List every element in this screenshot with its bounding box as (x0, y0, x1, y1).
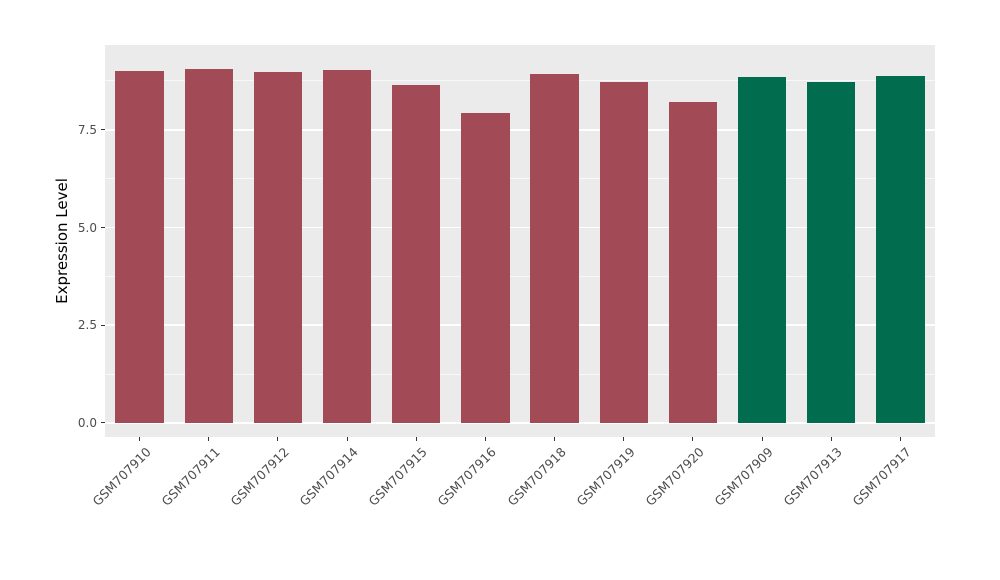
y-tick-mark (101, 422, 105, 424)
x-tick-mark (761, 437, 763, 441)
x-tick-mark (415, 437, 417, 441)
x-tick-label-GSM707914: GSM707914 (296, 444, 361, 509)
x-tick-label-GSM707909: GSM707909 (711, 444, 776, 509)
x-tick-label-GSM707917: GSM707917 (849, 444, 915, 509)
x-tick-mark (830, 437, 832, 441)
gridline-minor (105, 373, 935, 375)
gridline-major (105, 324, 935, 327)
bar-GSM707916 (461, 113, 510, 423)
x-tick-mark (277, 437, 279, 441)
gridline-major (105, 422, 935, 424)
bar-GSM707920 (668, 102, 718, 423)
gridline-minor (105, 80, 935, 82)
gridline-major (105, 226, 935, 229)
y-tick-label: 7.5 (77, 122, 97, 137)
bar-GSM707919 (599, 82, 648, 423)
x-tick-label-GSM707920: GSM707920 (642, 444, 707, 509)
y-tick-mark (101, 129, 105, 131)
x-tick-mark (346, 437, 348, 441)
bar-GSM707912 (253, 72, 303, 423)
bar-GSM707909 (737, 77, 787, 423)
x-tick-mark (623, 437, 625, 441)
y-tick-label: 2.5 (77, 318, 97, 333)
x-tick-label-GSM707911: GSM707911 (158, 444, 223, 509)
y-tick-mark (101, 324, 105, 326)
plot-panel (105, 45, 935, 437)
y-tick-mark (101, 227, 105, 229)
x-tick-label-GSM707910: GSM707910 (89, 444, 154, 509)
bar-GSM707914 (322, 69, 372, 423)
x-tick-label-GSM707918: GSM707918 (504, 444, 569, 509)
bar-GSM707910 (115, 71, 164, 423)
x-tick-label-GSM707913: GSM707913 (780, 444, 846, 509)
x-tick-label-GSM707915: GSM707915 (365, 444, 431, 509)
gridline-minor (105, 178, 935, 180)
bar-GSM707917 (876, 75, 925, 423)
y-tick-label: 0.0 (77, 415, 97, 430)
x-tick-mark (484, 437, 486, 441)
gridline-major (105, 129, 935, 131)
bar-GSM707915 (392, 84, 441, 423)
bar-GSM707913 (807, 81, 856, 423)
x-tick-mark (139, 437, 141, 441)
x-tick-mark (208, 437, 210, 441)
x-tick-label-GSM707919: GSM707919 (573, 444, 638, 509)
bar-GSM707918 (530, 73, 579, 423)
y-tick-label: 5.0 (77, 220, 97, 235)
x-tick-mark (899, 437, 901, 441)
x-tick-label-GSM707916: GSM707916 (434, 444, 500, 509)
bar-GSM707911 (184, 69, 233, 423)
x-tick-mark (554, 437, 556, 441)
y-axis-title: Expression Level (53, 178, 71, 304)
gridline-minor (105, 275, 935, 277)
x-tick-label-GSM707912: GSM707912 (227, 444, 292, 509)
x-tick-mark (692, 437, 694, 441)
